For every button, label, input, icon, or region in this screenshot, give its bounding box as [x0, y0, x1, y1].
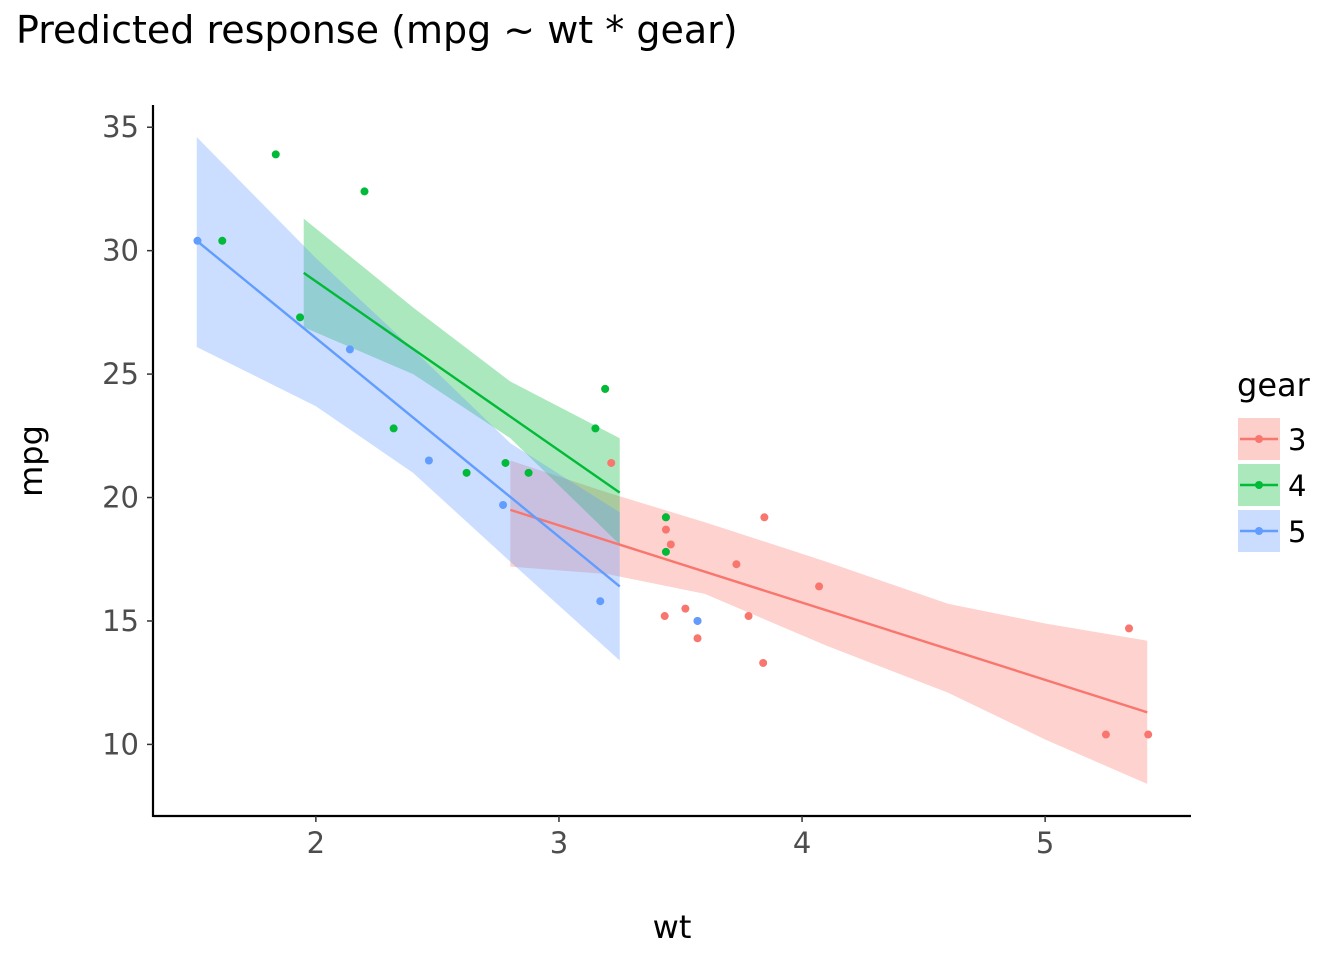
point-gear-5-3 [596, 597, 605, 606]
legend-key-point [1255, 527, 1263, 535]
legend: gear 3 4 5 [1237, 366, 1311, 552]
point-gear-3-12 [681, 604, 690, 613]
x-axis-title: wt [653, 908, 692, 946]
point-gear-4-10 [501, 458, 510, 467]
point-gear-3-7 [732, 560, 741, 569]
y-tick-label: 15 [102, 604, 139, 638]
chart-title: Predicted response (mpg ~ wt * gear) [16, 8, 738, 52]
legend-label-gear-3: 3 [1288, 423, 1306, 457]
y-tick-label: 25 [102, 357, 139, 391]
point-gear-4-8 [271, 150, 280, 159]
legend-item-gear-4: 4 [1238, 464, 1306, 506]
point-gear-4-1 [524, 468, 533, 477]
point-gear-4-3 [601, 384, 610, 393]
point-gear-5-5 [424, 456, 433, 465]
point-gear-3-0 [607, 458, 616, 467]
point-gear-3-1 [661, 525, 670, 534]
point-gear-5-4 [693, 616, 702, 625]
legend-label-gear-5: 5 [1288, 515, 1306, 549]
point-gear-4-4 [591, 424, 600, 433]
point-gear-3-15 [760, 513, 769, 522]
legend-key-point [1255, 435, 1263, 443]
point-gear-5-0 [193, 236, 202, 245]
ribbon-layer [196, 137, 1148, 784]
fit-line-gear-4 [303, 271, 621, 494]
x-tick-layer: 2 3 4 5 [307, 816, 1054, 860]
point-gear-4-9 [296, 313, 305, 322]
y-tick-label: 10 [102, 727, 139, 761]
point-gear-3-2 [666, 540, 675, 549]
legend-item-gear-5: 5 [1238, 510, 1306, 552]
point-gear-4-7 [360, 187, 369, 196]
legend-key-point [1255, 481, 1263, 489]
y-tick-label: 20 [102, 481, 139, 515]
point-gear-4-11 [218, 236, 227, 245]
point-layer [193, 150, 1153, 739]
y-tick-layer: 10 15 20 25 30 35 [102, 110, 153, 761]
fit-line-gear-3 [509, 508, 1148, 714]
point-gear-3-11 [1125, 624, 1134, 633]
point-gear-5-1 [345, 345, 354, 354]
point-gear-3-3 [693, 634, 702, 643]
x-tick-label: 3 [550, 826, 568, 860]
point-gear-4-0 [462, 468, 471, 477]
point-gear-3-9 [1101, 730, 1110, 739]
point-gear-3-8 [744, 612, 753, 621]
point-gear-3-6 [815, 582, 824, 591]
fit-line-layer [195, 239, 1148, 714]
x-tick-label: 4 [793, 826, 811, 860]
point-gear-4-5 [661, 513, 670, 522]
y-tick-label: 30 [102, 234, 139, 268]
point-gear-3-14 [759, 658, 768, 667]
point-gear-3-10 [1144, 730, 1153, 739]
point-gear-5-2 [499, 500, 508, 509]
point-gear-3-13 [660, 612, 669, 621]
x-tick-label: 5 [1036, 826, 1054, 860]
x-tick-label: 2 [307, 826, 325, 860]
fit-line-gear-5 [195, 239, 621, 588]
ribbon-gear-5 [196, 137, 620, 661]
y-tick-label: 35 [102, 110, 139, 144]
legend-label-gear-4: 4 [1288, 469, 1306, 503]
legend-item-gear-3: 3 [1238, 418, 1306, 460]
point-gear-4-2 [389, 424, 398, 433]
y-axis-title: mpg [12, 425, 50, 497]
point-gear-4-6 [661, 547, 670, 556]
legend-title: gear [1237, 366, 1311, 404]
